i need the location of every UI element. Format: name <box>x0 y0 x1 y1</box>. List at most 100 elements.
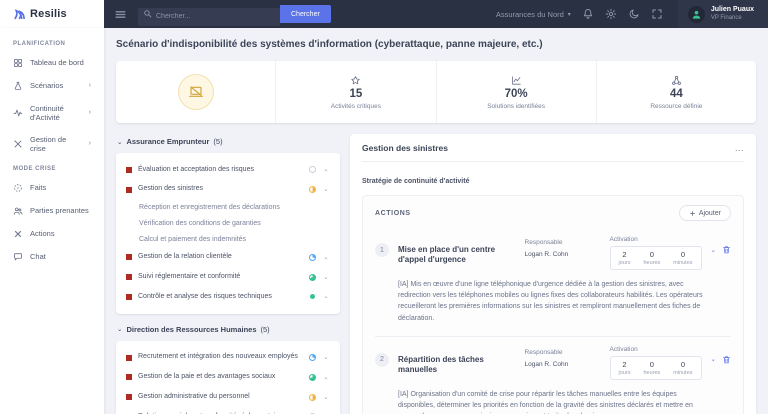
delete-trash-icon[interactable] <box>722 245 731 254</box>
chevron-down-icon[interactable]: ⌄ <box>323 374 329 381</box>
org-selector[interactable]: Assurances du Nord ▾ <box>496 10 571 19</box>
chevron-down-icon: ⌄ <box>117 138 123 146</box>
sidebar-item[interactable]: Parties prenantes <box>0 199 104 222</box>
system-offline-icon <box>188 86 203 97</box>
sidebar-section-label: PLANIFICATION <box>13 41 66 47</box>
avatar <box>687 5 705 23</box>
stat-label: Solutions identifiées <box>487 102 546 110</box>
activity-row[interactable]: Gestion de la relation clientèle ⌄ <box>126 248 330 268</box>
stats-summary: 15 Activités critiques 70% Solutions ide… <box>116 61 756 123</box>
activity-group: ⌄ Direction des Ressources Humaines (5) … <box>116 325 340 414</box>
sidebar: PLANIFICATION Tableau de bord Scénarios … <box>0 28 104 414</box>
chevron-down-icon[interactable]: ⌄ <box>710 356 716 364</box>
stakeholders-icon <box>13 206 23 216</box>
stat-cell-scenario <box>116 61 275 123</box>
action-item: 2 Répartition des tâches manuelles Respo… <box>375 335 731 414</box>
activation-delay-input[interactable]: 2 jours 0 heures 0 minutes <box>609 355 702 380</box>
activity-label: Relations sociales et conformité régleme… <box>138 413 303 414</box>
chevron-right-icon: › <box>88 109 91 116</box>
delete-trash-icon[interactable] <box>722 355 731 364</box>
activity-group-header[interactable]: ⌄ Direction des Ressources Humaines (5) <box>117 325 339 334</box>
progress-status-icon <box>309 186 316 194</box>
activity-row[interactable]: Évaluation et acceptation des risques ⌄ <box>126 160 330 180</box>
progress-status-icon <box>309 273 316 281</box>
sidebar-item[interactable]: Chat <box>0 245 104 268</box>
activity-row[interactable]: Suivi réglementaire et conformité ⌄ <box>126 267 330 287</box>
chevron-down-icon[interactable]: ⌄ <box>323 355 329 362</box>
sidebar-item[interactable]: Tableau de bord <box>0 51 104 74</box>
activity-group: ⌄ Assurance Emprunteur (5) Évaluation et… <box>116 137 340 314</box>
sidebar-item-label: Faits <box>30 183 47 192</box>
activity-row[interactable]: Contrôle et analyse des risques techniqu… <box>126 287 330 307</box>
chevron-down-icon[interactable]: ⌄ <box>323 274 329 281</box>
chevron-down-icon: ⌄ <box>117 326 123 334</box>
red-square-bullet-icon <box>126 354 132 361</box>
search-icon <box>144 10 152 18</box>
search-input[interactable] <box>138 7 280 26</box>
sidebar-item[interactable]: Scénarios › <box>0 74 104 97</box>
dark-mode-moon-icon[interactable] <box>628 8 640 20</box>
activity-row[interactable]: Gestion des sinistres ⌄ <box>126 180 330 200</box>
action-title: Mise en place d'un centre d'appel d'urge… <box>398 245 496 265</box>
activity-row[interactable]: Gestion de la paie et des avantages soci… <box>126 368 330 388</box>
activity-subtask[interactable]: Réception et enregistrement des déclarat… <box>139 204 280 211</box>
sidebar-item[interactable]: Gestion de crise › <box>0 128 104 159</box>
page-title: Scénario d'indisponibilité des systèmes … <box>116 39 543 50</box>
activity-subtask[interactable]: Calcul et paiement des indemnités <box>139 236 247 243</box>
chevron-down-icon[interactable]: ⌄ <box>323 294 329 301</box>
chevron-down-icon: ▾ <box>567 11 571 18</box>
continuity-icon <box>13 108 23 118</box>
activity-subtask[interactable]: Vérification des conditions de garanties <box>139 220 261 227</box>
responsable-value: Logan R. Cohn <box>524 360 569 368</box>
logo[interactable]: Resilis <box>0 0 104 28</box>
sidebar-item[interactable]: Continuité d'Activité › <box>0 97 104 128</box>
search-button[interactable]: Chercher <box>280 5 331 23</box>
user-name: Julien Puaux <box>710 5 754 13</box>
action-number-badge: 2 <box>375 352 389 367</box>
activity-tree-panel: ⌄ Assurance Emprunteur (5) Évaluation et… <box>116 134 340 414</box>
progress-status-icon <box>310 294 315 300</box>
user-menu[interactable]: Julien Puaux VP Finance <box>677 0 768 28</box>
chevron-down-icon[interactable]: ⌄ <box>323 167 329 174</box>
sidebar-item-label: Chat <box>30 252 46 261</box>
chevron-down-icon[interactable]: ⌄ <box>323 254 329 261</box>
activity-row[interactable]: Relations sociales et conformité régleme… <box>126 407 330 414</box>
stat-value: 15 <box>349 88 363 100</box>
plus-icon <box>689 210 695 216</box>
activation-delay-input[interactable]: 2 jours 0 heures 0 minutes <box>609 246 702 270</box>
progress-status-icon <box>309 253 316 261</box>
settings-gear-icon[interactable] <box>605 8 617 20</box>
stat-label: Ressource définie <box>650 102 703 110</box>
red-square-bullet-icon <box>126 293 132 300</box>
logo-text: Resilis <box>30 8 67 20</box>
fullscreen-icon[interactable] <box>651 8 663 20</box>
chevron-right-icon: › <box>88 82 91 89</box>
activity-group-header[interactable]: ⌄ Assurance Emprunteur (5) <box>117 137 339 146</box>
header-search: Chercher <box>138 5 331 26</box>
detail-title: Gestion des sinistres <box>362 143 448 153</box>
sidebar-item[interactable]: Faits <box>0 176 104 199</box>
responsable-label: Responsable <box>524 348 563 356</box>
menu-toggle-icon[interactable] <box>114 8 127 21</box>
responsable-value: Logan R. Cohn <box>524 251 569 258</box>
detail-panel: Gestion des sinistres ... Stratégie de c… <box>350 134 756 414</box>
sidebar-item-label: Actions <box>30 229 55 238</box>
activity-label: Gestion des sinistres <box>138 185 203 193</box>
chevron-down-icon[interactable]: ⌄ <box>323 187 329 194</box>
action-description: [IA] Mis en œuvre d'une ligne téléphoniq… <box>398 281 703 322</box>
sidebar-item[interactable]: Actions <box>0 222 104 245</box>
main-content: Scénario d'indisponibilité des systèmes … <box>104 28 768 414</box>
notifications-bell-icon[interactable] <box>582 8 594 20</box>
add-action-button[interactable]: Ajouter <box>678 205 731 221</box>
sidebar-section: PLANIFICATION Tableau de bord Scénarios … <box>0 34 104 159</box>
chevron-down-icon[interactable]: ⌄ <box>323 394 329 401</box>
chevron-down-icon[interactable]: ⌄ <box>710 246 716 254</box>
more-options-icon[interactable]: ... <box>734 143 744 153</box>
activity-group-count: (5) <box>260 324 270 334</box>
stat-label: Activités critiques <box>330 102 381 110</box>
sidebar-item-label: Parties prenantes <box>30 206 89 215</box>
star-icon <box>350 75 361 86</box>
activity-row[interactable]: Recrutement et intégration des nouveaux … <box>126 348 330 368</box>
activity-row[interactable]: Gestion administrative du personnel ⌄ <box>126 387 330 407</box>
progress-status-icon <box>309 393 316 401</box>
